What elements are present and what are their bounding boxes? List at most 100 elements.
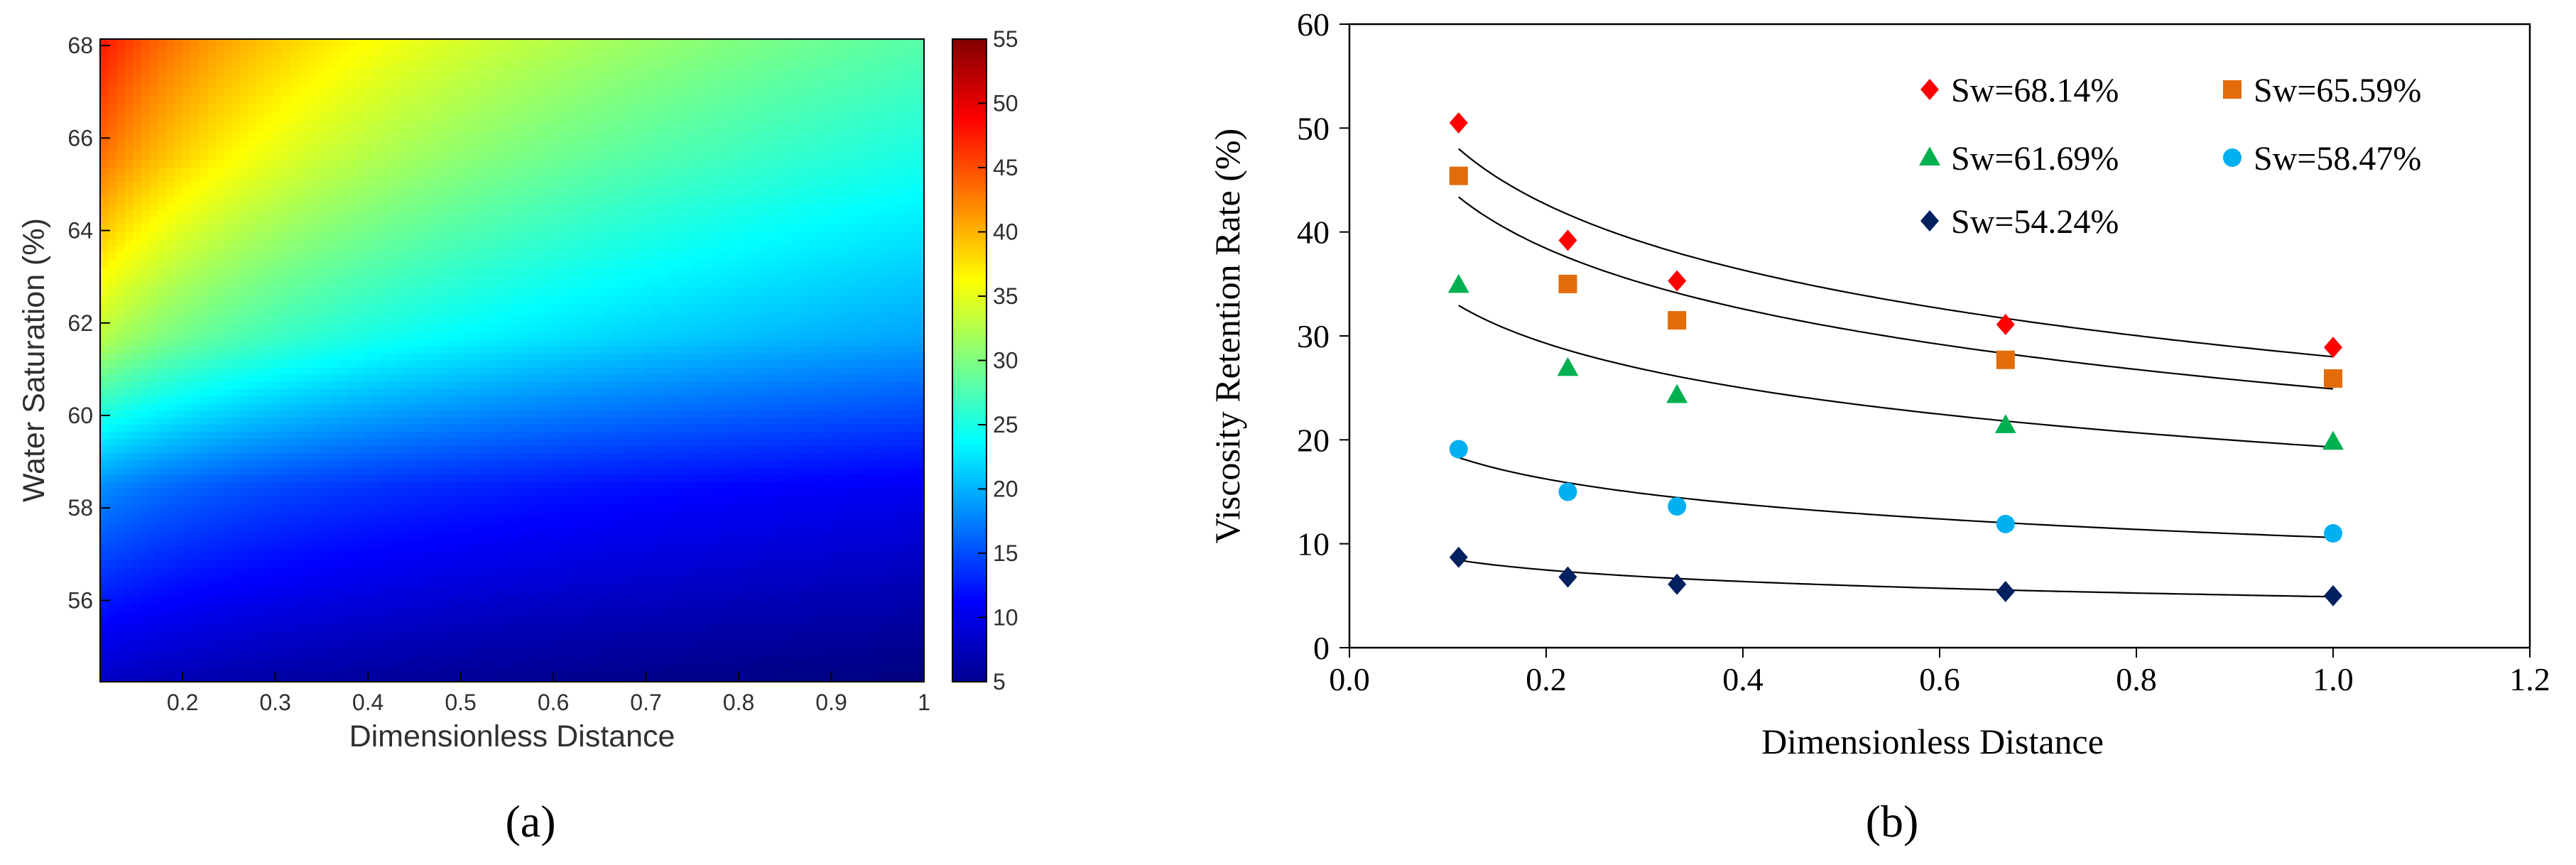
heatmap-cell: [298, 189, 307, 197]
heatmap-cell: [124, 638, 134, 647]
heatmap-cell: [446, 75, 455, 82]
heatmap-cell: [413, 517, 422, 526]
heatmap-cell: [446, 274, 455, 283]
heatmap-cell: [158, 467, 167, 475]
heatmap-cell: [528, 425, 538, 432]
heatmap-cell: [100, 638, 109, 647]
heatmap-cell: [133, 517, 142, 526]
heatmap-cell: [124, 138, 134, 147]
heatmap-cell: [273, 103, 282, 111]
heatmap-cell: [355, 553, 364, 561]
heatmap-cell: [133, 288, 142, 297]
heatmap-cell: [462, 131, 472, 140]
heatmap-cell: [421, 388, 430, 397]
heatmap-cell: [314, 60, 323, 68]
heatmap-cell: [224, 153, 233, 161]
heatmap-cell: [215, 631, 224, 640]
heatmap-cell: [100, 467, 109, 475]
heatmap-cell: [339, 553, 348, 561]
heatmap-cell: [330, 281, 339, 290]
heatmap-cell: [165, 138, 175, 147]
heatmap-cell: [364, 296, 373, 304]
heatmap-cell: [462, 53, 472, 61]
heatmap-cell: [207, 117, 216, 126]
heatmap-cell: [306, 482, 315, 490]
heatmap-cell: [520, 667, 529, 675]
heatmap-cell: [306, 317, 315, 325]
heatmap-cell: [289, 403, 298, 411]
heatmap-cell: [438, 317, 447, 325]
heatmap-cell: [281, 446, 290, 454]
heatmap-cell: [133, 360, 142, 369]
heatmap-cell: [314, 531, 323, 540]
heatmap-cell: [479, 288, 488, 297]
heatmap-cell: [124, 510, 134, 518]
heatmap-cell: [265, 117, 274, 126]
heatmap-cell: [215, 39, 224, 47]
heatmap-cell: [545, 75, 554, 82]
heatmap-cell: [536, 124, 545, 133]
heatmap-cell: [388, 117, 398, 126]
heatmap-cell: [248, 467, 257, 475]
heatmap-cell: [289, 260, 298, 268]
heatmap-cell: [512, 496, 521, 504]
heatmap-cell: [446, 567, 455, 575]
heatmap-cell: [100, 224, 109, 233]
heatmap-cell: [413, 545, 422, 554]
heatmap-cell: [298, 638, 307, 647]
heatmap-cell: [248, 60, 257, 68]
heatmap-cell: [536, 396, 545, 404]
heatmap-cell: [545, 89, 554, 97]
heatmap-cell: [339, 160, 348, 168]
heatmap-cell: [256, 531, 266, 540]
heatmap-cell: [388, 545, 398, 554]
heatmap-cell: [536, 89, 545, 97]
heatmap-cell: [322, 232, 332, 240]
heatmap-cell: [248, 124, 257, 133]
heatmap-cell: [141, 446, 151, 454]
heatmap-cell: [190, 103, 200, 111]
heatmap-cell: [380, 224, 389, 233]
heatmap-cell: [149, 253, 158, 261]
heatmap-cell: [479, 624, 488, 633]
heatmap-cell: [141, 425, 151, 432]
heatmap-cell: [174, 67, 183, 75]
heatmap-cell: [116, 189, 126, 197]
heatmap-cell: [232, 638, 241, 647]
heatmap-cell: [371, 653, 381, 661]
heatmap-cell: [371, 131, 381, 140]
heatmap-cell: [413, 417, 422, 425]
heatmap-cell: [504, 396, 513, 404]
heatmap-cell: [256, 96, 266, 104]
heatmap-cell: [116, 281, 126, 290]
heatmap-cell: [273, 267, 282, 276]
heatmap-cell: [462, 624, 472, 633]
heatmap-cell: [364, 260, 373, 268]
heatmap-cell: [174, 674, 183, 682]
heatmap-cell: [553, 160, 563, 168]
heatmap-cell: [396, 396, 406, 404]
heatmap-cell: [462, 575, 472, 582]
heatmap-cell: [380, 596, 389, 604]
heatmap-cell: [108, 567, 117, 575]
heatmap-cell: [108, 60, 117, 68]
heatmap-cell: [487, 110, 496, 119]
heatmap-cell: [396, 53, 406, 61]
heatmap-cell: [207, 224, 216, 233]
heatmap-cell: [199, 610, 208, 619]
heatmap-cell: [306, 425, 315, 432]
heatmap-cell: [124, 110, 134, 119]
heatmap-cell: [240, 53, 249, 61]
heatmap-cell: [265, 138, 274, 147]
heatmap-cell: [190, 267, 200, 276]
heatmap-cell: [438, 517, 447, 526]
heatmap-cell: [536, 310, 545, 318]
heatmap-cell: [339, 138, 348, 147]
heatmap-cell: [298, 210, 307, 218]
heatmap-cell: [545, 117, 554, 126]
heatmap-cell: [174, 332, 183, 339]
heatmap-cell: [232, 303, 241, 311]
heatmap-cell: [199, 410, 208, 418]
heatmap-cell: [141, 560, 151, 568]
heatmap-cell: [149, 175, 158, 183]
